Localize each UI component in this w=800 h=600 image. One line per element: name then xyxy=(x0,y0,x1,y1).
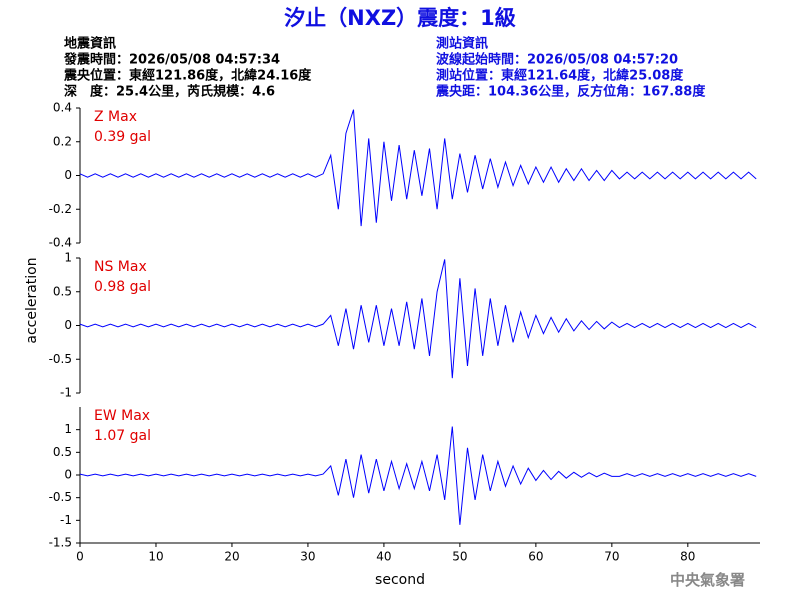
x-tick-label: 20 xyxy=(224,550,239,564)
y-tick-label: 0 xyxy=(64,468,72,482)
y-tick-label: 0 xyxy=(64,168,72,182)
max-annotation: Z Max xyxy=(94,109,137,125)
x-tick-label: 0 xyxy=(76,550,84,564)
station-line: 波線起始時間：2026/05/08 04:57:20 xyxy=(436,52,678,68)
info-line: 深 度：25.4公里，芮氏規模：4.6 xyxy=(64,84,275,100)
y-tick-label: -0.4 xyxy=(49,236,72,250)
y-tick-label: -1 xyxy=(60,513,72,527)
max-annotation: NS Max xyxy=(94,259,147,275)
y-tick-label: 1 xyxy=(64,251,72,265)
x-tick-label: 60 xyxy=(528,550,543,564)
x-tick-label: 80 xyxy=(680,550,695,564)
y-axis-label: acceleration xyxy=(24,257,40,343)
info-line: 震央位置：東經121.86度，北緯24.16度 xyxy=(63,68,312,84)
station-line: 測站位置：東經121.64度，北緯25.08度 xyxy=(436,68,684,84)
y-tick-label: -0.5 xyxy=(49,352,72,366)
footer: 中央氣象署 xyxy=(670,571,745,589)
x-tick-label: 70 xyxy=(604,550,619,564)
y-tick-label: -1 xyxy=(60,386,72,400)
y-tick-label: 0.2 xyxy=(53,134,72,148)
info-heading: 地震資訊 xyxy=(64,36,116,52)
waveform xyxy=(79,109,757,227)
station-line: 震央距：104.36公里，反方位角：167.88度 xyxy=(435,84,706,100)
waveform xyxy=(79,426,757,525)
y-tick-label: 0 xyxy=(64,318,72,332)
x-tick-label: 30 xyxy=(300,550,315,564)
y-tick-label: -0.5 xyxy=(49,490,72,504)
y-tick-label: 0.5 xyxy=(53,284,72,298)
y-tick-label: -0.2 xyxy=(49,202,72,216)
info-line: 發震時間：2026/05/08 04:57:34 xyxy=(63,52,280,68)
x-tick-label: 40 xyxy=(376,550,391,564)
max-annotation: EW Max xyxy=(94,408,150,424)
max-annotation: 1.07 gal xyxy=(94,428,151,444)
max-annotation: 0.39 gal xyxy=(94,129,151,145)
waveform xyxy=(79,259,757,379)
chart-title: 汐止（NXZ）震度：1級 xyxy=(284,6,516,30)
y-tick-label: 1 xyxy=(64,422,72,436)
y-tick-label: -1.5 xyxy=(49,536,72,550)
y-tick-label: 0.4 xyxy=(53,101,72,115)
x-axis-label: second xyxy=(375,572,425,588)
max-annotation: 0.98 gal xyxy=(94,279,151,295)
y-tick-label: 0.5 xyxy=(53,445,72,459)
x-tick-label: 50 xyxy=(452,550,467,564)
x-tick-label: 10 xyxy=(148,550,163,564)
station-heading: 測站資訊 xyxy=(436,36,488,52)
